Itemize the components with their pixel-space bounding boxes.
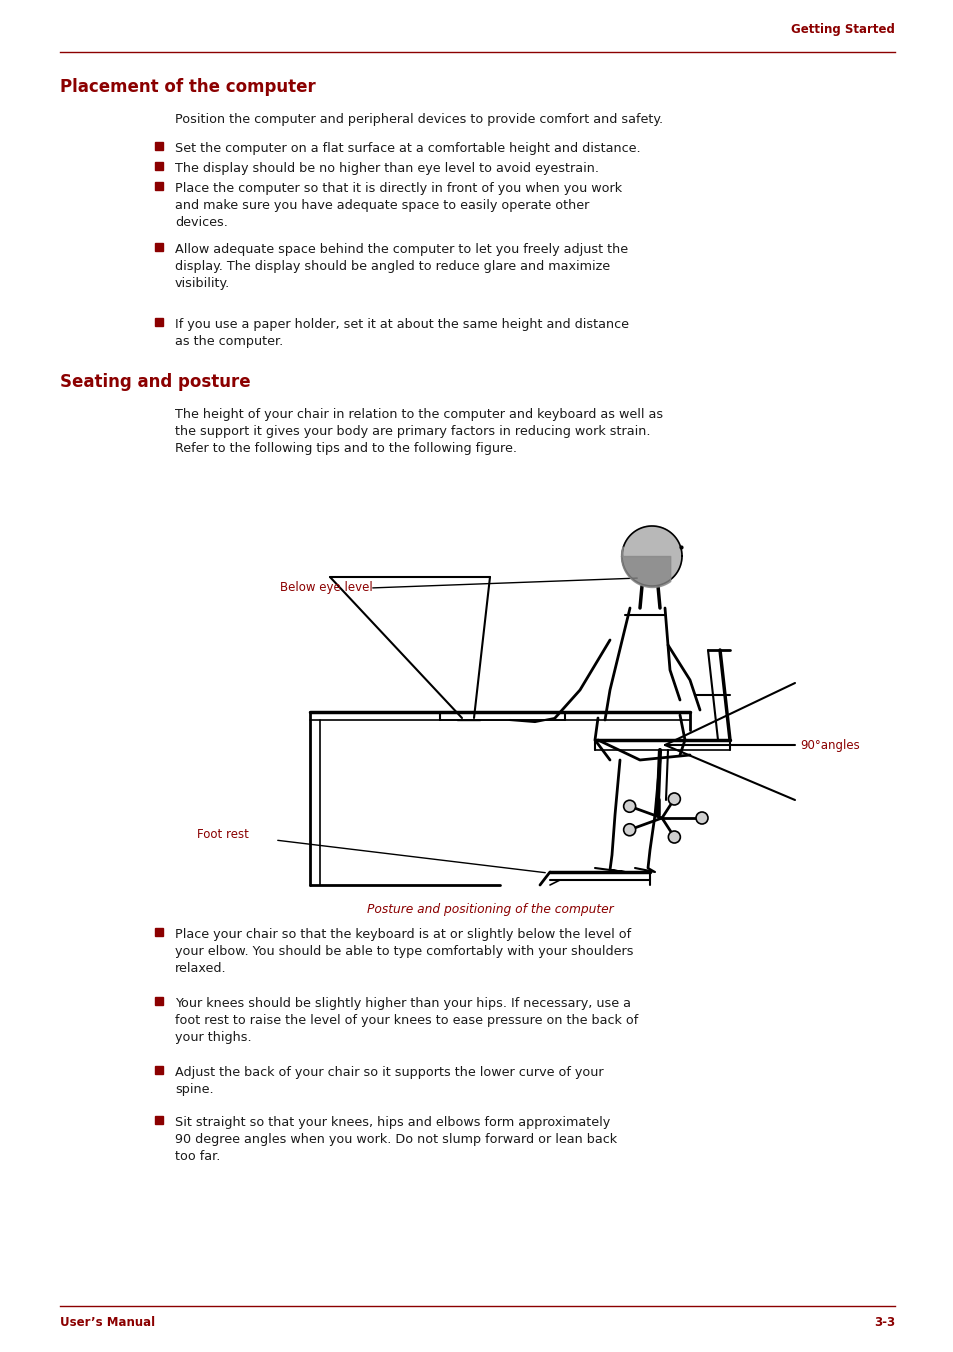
Text: The height of your chair in relation to the computer and keyboard as well as
the: The height of your chair in relation to … — [174, 408, 662, 456]
Bar — [154, 243, 163, 251]
Circle shape — [669, 831, 679, 842]
Text: Your knees should be slightly higher than your hips. If necessary, use a
foot re: Your knees should be slightly higher tha… — [174, 996, 638, 1044]
Text: Foot rest: Foot rest — [196, 829, 249, 841]
Bar — [154, 142, 163, 150]
Bar — [154, 162, 163, 170]
Text: User’s Manual: User’s Manual — [60, 1317, 155, 1329]
Text: The display should be no higher than eye level to avoid eyestrain.: The display should be no higher than eye… — [174, 162, 598, 174]
Text: Seating and posture: Seating and posture — [60, 373, 251, 391]
Text: Set the computer on a flat surface at a comfortable height and distance.: Set the computer on a flat surface at a … — [174, 142, 640, 155]
Text: Allow adequate space behind the computer to let you freely adjust the
display. T: Allow adequate space behind the computer… — [174, 243, 627, 289]
Text: 3-3: 3-3 — [873, 1317, 894, 1329]
Bar — [154, 1065, 163, 1073]
Bar — [154, 1115, 163, 1124]
Circle shape — [669, 794, 679, 804]
Circle shape — [697, 813, 706, 823]
Text: Sit straight so that your knees, hips and elbows form approximately
90 degree an: Sit straight so that your knees, hips an… — [174, 1115, 617, 1163]
Text: Place the computer so that it is directly in front of you when you work
and make: Place the computer so that it is directl… — [174, 183, 621, 228]
Text: Below eye level: Below eye level — [280, 581, 373, 595]
Text: Posture and positioning of the computer: Posture and positioning of the computer — [366, 903, 613, 917]
Polygon shape — [621, 526, 681, 585]
Bar — [154, 318, 163, 326]
Bar — [154, 927, 163, 936]
Bar — [154, 996, 163, 1005]
Text: Place your chair so that the keyboard is at or slightly below the level of
your : Place your chair so that the keyboard is… — [174, 927, 633, 975]
Circle shape — [624, 825, 634, 834]
Text: If you use a paper holder, set it at about the same height and distance
as the c: If you use a paper holder, set it at abo… — [174, 318, 628, 347]
Circle shape — [624, 802, 634, 811]
Text: 90°angles: 90°angles — [800, 738, 859, 752]
Bar — [154, 183, 163, 191]
Text: Getting Started: Getting Started — [790, 23, 894, 37]
Text: Adjust the back of your chair so it supports the lower curve of your
spine.: Adjust the back of your chair so it supp… — [174, 1065, 603, 1096]
Text: Placement of the computer: Placement of the computer — [60, 78, 315, 96]
Text: Position the computer and peripheral devices to provide comfort and safety.: Position the computer and peripheral dev… — [174, 114, 662, 126]
